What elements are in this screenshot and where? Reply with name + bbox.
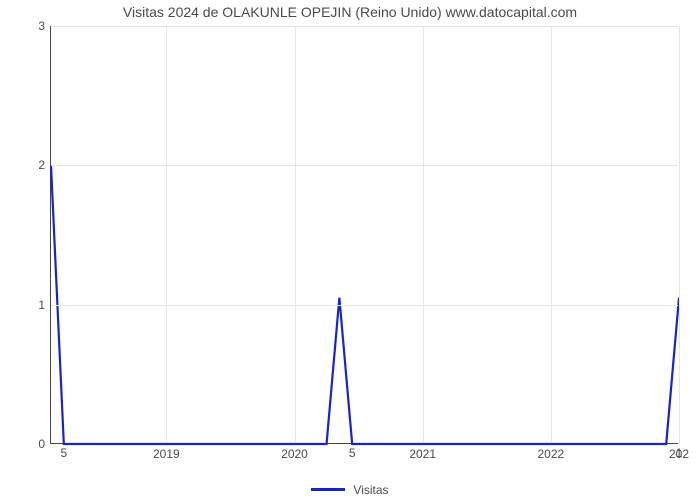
point-label: 1: [676, 446, 683, 460]
y-tick-label: 3: [38, 19, 45, 33]
x-tick-label: 2019: [153, 447, 180, 461]
x-tick-label: 2020: [281, 447, 308, 461]
chart-title: Visitas 2024 de OLAKUNLE OPEJIN (Reino U…: [0, 4, 700, 20]
y-tick-label: 0: [38, 437, 45, 451]
legend-swatch: [311, 488, 345, 491]
gridline-vertical: [423, 26, 424, 443]
gridline-horizontal: [51, 305, 678, 306]
legend-label: Visitas: [353, 483, 388, 497]
gridline-vertical: [551, 26, 552, 443]
plot-area: 01232019202020212022202551: [50, 26, 678, 444]
y-tick-label: 1: [38, 298, 45, 312]
point-label: 5: [60, 446, 67, 460]
gridline-horizontal: [51, 26, 678, 27]
chart-container: Visitas 2024 de OLAKUNLE OPEJIN (Reino U…: [0, 0, 700, 500]
legend: Visitas: [0, 482, 700, 497]
gridline-horizontal: [51, 165, 678, 166]
gridline-vertical: [679, 26, 680, 443]
y-tick-label: 2: [38, 158, 45, 172]
x-tick-label: 2022: [537, 447, 564, 461]
point-label: 5: [349, 446, 356, 460]
gridline-vertical: [295, 26, 296, 443]
line-series: [51, 26, 679, 444]
x-tick-label: 2021: [409, 447, 436, 461]
gridline-vertical: [166, 26, 167, 443]
